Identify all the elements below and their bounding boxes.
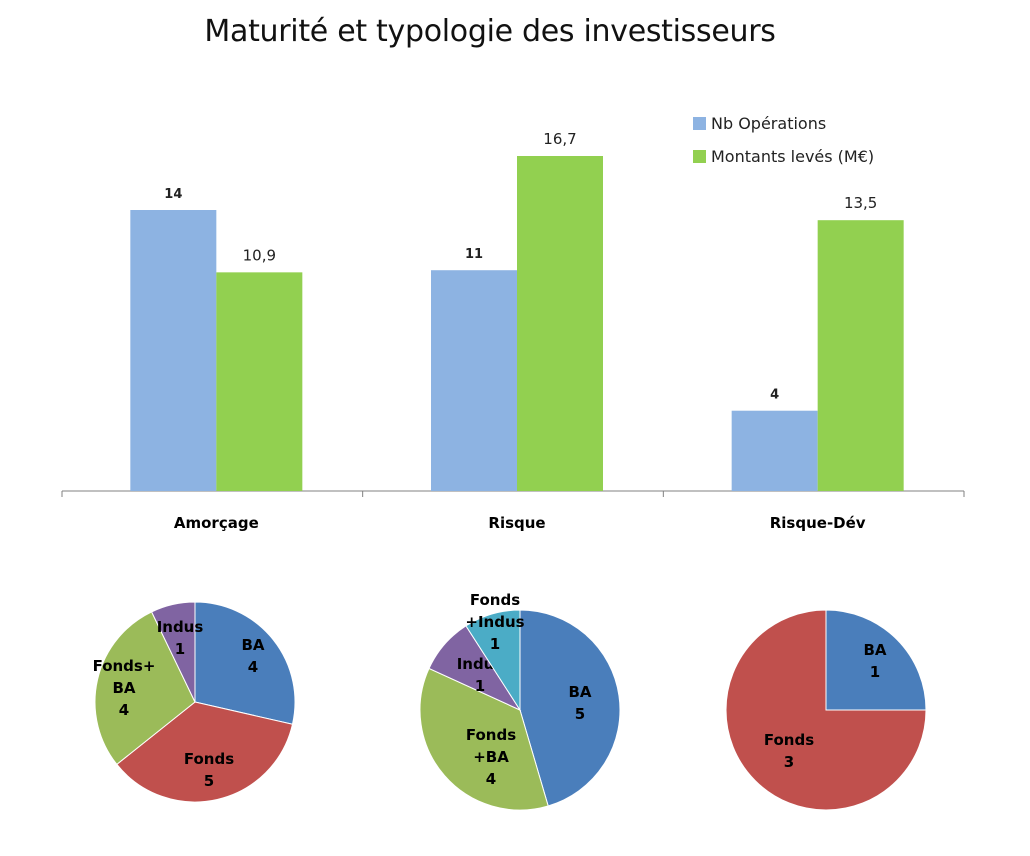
legend-swatch-nb-op-rations (693, 117, 706, 130)
legend-label-nb-op-rations: Nb Opérations (711, 114, 826, 133)
bar-nb-op-rations-risque-d-v (731, 410, 818, 491)
bar-montants-lev-s-m-risque (517, 156, 603, 491)
pie-slice-label: BA (568, 683, 591, 701)
pie-slice-value: 3 (784, 753, 794, 771)
pie-amorcage-slice-fonds (116, 701, 294, 803)
pie-slice-label: Fonds (466, 726, 516, 744)
legend-swatch-montants-lev-s-m (693, 150, 706, 163)
pie-slice-label: BA (241, 636, 264, 654)
data-label: 11 (465, 247, 483, 262)
pie-risque-slice-fonds-ba (419, 667, 549, 811)
pie-amorcage-slice-ba (194, 601, 296, 725)
pie-slice-value: 5 (204, 772, 214, 790)
legend-label-montants-lev-s-m: Montants levés (M€) (711, 147, 874, 166)
pie-slice-label: +BA (473, 748, 509, 766)
data-label: 4 (770, 388, 779, 403)
pie-slice-label: Fonds+ (93, 657, 156, 675)
data-label: 16,7 (543, 130, 576, 148)
pie-risque-dev-slice-ba (825, 609, 927, 711)
data-label: 10,9 (243, 246, 276, 264)
data-label: 14 (164, 187, 182, 202)
bar-montants-lev-s-m-amor-age (216, 272, 303, 491)
category-label: Risque (488, 514, 545, 532)
pie-risque-slice-ba (519, 609, 621, 807)
pie-slice-value: 1 (870, 663, 880, 681)
pie-slice-value: 5 (575, 705, 585, 723)
data-label: 13,5 (844, 194, 877, 212)
pie-slice-label: Indus (157, 618, 204, 636)
category-label: Risque-Dév (770, 514, 866, 532)
pie-slice-label: Fonds (470, 591, 520, 609)
pie-slice-label: +Indus (465, 613, 524, 631)
bar-montants-lev-s-m-risque-d-v (817, 220, 904, 491)
pie-slice-value: 1 (475, 677, 485, 695)
pie-slice-value: 4 (486, 770, 496, 788)
pie-risque-dev-slice-fonds (725, 609, 927, 811)
pie-amorcage-slice-fonds-ba (94, 611, 196, 766)
pie-slice-value: 1 (490, 635, 500, 653)
bar-nb-op-rations-amor-age (130, 210, 217, 491)
pie-slice-value: 1 (175, 640, 185, 658)
page-title: Maturité et typologie des investisseurs (204, 14, 776, 49)
pie-risque-slice-fonds-indus (465, 609, 521, 712)
pie-slice-label: Fonds (184, 750, 234, 768)
pie-slice-label: BA (112, 679, 135, 697)
pie-slice-value: 4 (248, 658, 258, 676)
category-label: Amorçage (174, 514, 259, 532)
pie-slice-label: BA (863, 641, 886, 659)
pie-slice-value: 4 (119, 701, 129, 719)
pie-amorcage-slice-indus (150, 601, 196, 703)
bar-nb-op-rations-risque (431, 270, 517, 491)
pie-slice-label: Fonds (764, 731, 814, 749)
